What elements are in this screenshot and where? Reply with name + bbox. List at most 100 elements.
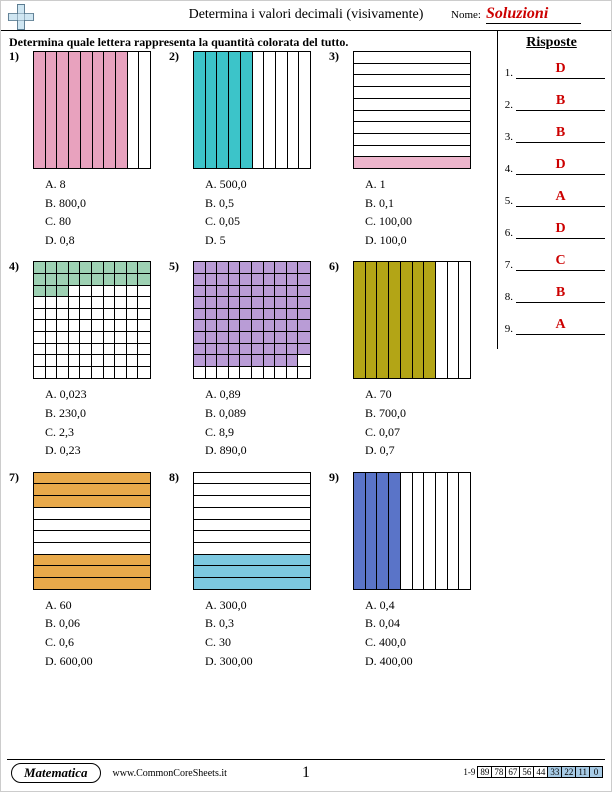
- choices: A. 0,89B. 0,089C. 8,9D. 890,0: [205, 385, 329, 459]
- choice: C. 80: [45, 212, 169, 231]
- problem: 6) A. 70B. 700,0C. 0,07D. 0,7: [329, 259, 489, 459]
- choice: C. 2,3: [45, 423, 169, 442]
- choice: D. 5: [205, 231, 329, 250]
- choice: D. 600,00: [45, 652, 169, 671]
- choices: A. 0,023B. 230,0C. 2,3D. 0,23: [45, 385, 169, 459]
- choice: B. 0,089: [205, 404, 329, 423]
- problem-number: 6): [329, 259, 339, 274]
- choice: A. 500,0: [205, 175, 329, 194]
- decimal-grid: [353, 51, 489, 169]
- site-url: www.CommonCoreSheets.it: [113, 768, 227, 779]
- choice: A. 0,4: [365, 596, 489, 615]
- decimal-grid: [353, 472, 489, 590]
- header: Determina i valori decimali (visivamente…: [1, 1, 611, 31]
- choices: A. 1B. 0,1C. 100,00D. 100,0: [365, 175, 489, 249]
- choice: A. 1: [365, 175, 489, 194]
- answer-row: 7.C: [498, 253, 605, 271]
- answer-value: D: [516, 157, 605, 175]
- choices: A. 500,0B. 0,5C. 0,05D. 5: [205, 175, 329, 249]
- grading-scale: 1-989786756443322110: [463, 766, 603, 778]
- answer-value: D: [516, 221, 605, 239]
- answer-value: B: [516, 93, 605, 111]
- decimal-grid: [33, 472, 169, 590]
- problem: 7)A. 60B. 0,06C. 0,6D. 600,00: [9, 470, 169, 670]
- choice: B. 0,04: [365, 614, 489, 633]
- choice: B. 0,1: [365, 194, 489, 213]
- answers-title: Risposte: [498, 35, 605, 51]
- choices: A. 60B. 0,06C. 0,6D. 600,00: [45, 596, 169, 670]
- choice: B. 700,0: [365, 404, 489, 423]
- choice: A. 0,89: [205, 385, 329, 404]
- page-number: 1: [302, 764, 310, 782]
- choice: C. 400,0: [365, 633, 489, 652]
- answer-row: 3.B: [498, 125, 605, 143]
- problem-number: 8): [169, 470, 179, 485]
- answers-list: 1.D2.B3.B4.D5.A6.D7.C8.B9.A: [498, 61, 605, 335]
- decimal-grid: [33, 261, 169, 379]
- decimal-grid: [353, 261, 489, 379]
- problem: 9)A. 0,4B. 0,04C. 400,0D. 400,00: [329, 470, 489, 670]
- answers-panel: Risposte 1.D2.B3.B4.D5.A6.D7.C8.B9.A: [497, 31, 605, 349]
- decimal-grid: [193, 51, 329, 169]
- name-value: Soluzioni: [486, 5, 581, 24]
- problem-row: 7)A. 60B. 0,06C. 0,6D. 600,008) A. 300,0B…: [9, 470, 489, 670]
- choice: C. 100,00: [365, 212, 489, 231]
- answer-row: 9.A: [498, 317, 605, 335]
- choice: C. 30: [205, 633, 329, 652]
- answer-number: 9.: [498, 323, 516, 335]
- problem: 4) A. 0,023B. 230,0C. 2,3D. 0,23: [9, 259, 169, 459]
- answer-value: C: [516, 253, 605, 271]
- answer-number: 3.: [498, 131, 516, 143]
- choice: B. 0,06: [45, 614, 169, 633]
- scale-box: 67: [505, 766, 520, 778]
- footer: Matematica www.CommonCoreSheets.it 1 1-9…: [7, 759, 605, 787]
- choice: A. 0,023: [45, 385, 169, 404]
- scale-box: 33: [547, 766, 562, 778]
- choices: A. 300,0B. 0,3C. 30D. 300,00: [205, 596, 329, 670]
- decimal-grid: [193, 472, 329, 590]
- scale-label: 1-9: [463, 767, 475, 777]
- worksheet-page: Determina i valori decimali (visivamente…: [0, 0, 612, 792]
- choice: B. 230,0: [45, 404, 169, 423]
- choice: D. 100,0: [365, 231, 489, 250]
- answer-row: 8.B: [498, 285, 605, 303]
- answer-row: 5.A: [498, 189, 605, 207]
- answer-value: B: [516, 285, 605, 303]
- choice: A. 60: [45, 596, 169, 615]
- choices: A. 8B. 800,0C. 80D. 0,8: [45, 175, 169, 249]
- problem-row: 1)A. 8B. 800,0C. 80D. 0,82)A. 500,0B. 0,…: [9, 49, 489, 249]
- answer-number: 8.: [498, 291, 516, 303]
- answer-number: 7.: [498, 259, 516, 271]
- decimal-grid: [33, 51, 169, 169]
- scale-box: 0: [589, 766, 603, 778]
- answer-row: 1.D: [498, 61, 605, 79]
- answer-number: 4.: [498, 163, 516, 175]
- problem: 1) A. 8B. 800,0C. 80D. 0,8: [9, 49, 169, 249]
- choices: A. 0,4B. 0,04C. 400,0D. 400,00: [365, 596, 489, 670]
- choice: D. 300,00: [205, 652, 329, 671]
- answer-number: 2.: [498, 99, 516, 111]
- choice: C. 0,07: [365, 423, 489, 442]
- answer-number: 1.: [498, 67, 516, 79]
- name-label: Nome:: [451, 9, 481, 21]
- choice: C. 8,9: [205, 423, 329, 442]
- choices: A. 70B. 700,0C. 0,07D. 0,7: [365, 385, 489, 459]
- problem-number: 1): [9, 49, 19, 64]
- scale-box: 44: [533, 766, 548, 778]
- choice: A. 70: [365, 385, 489, 404]
- problem: 5) A. 0,89B. 0,089C. 8,9D. 890,0: [169, 259, 329, 459]
- answer-value: A: [516, 189, 605, 207]
- answer-number: 6.: [498, 227, 516, 239]
- problem: 3)A. 1B. 0,1C. 100,00D. 100,0: [329, 49, 489, 249]
- problem: 8) A. 300,0B. 0,3C. 30D. 300,00: [169, 470, 329, 670]
- scale-box: 89: [477, 766, 492, 778]
- problem-number: 2): [169, 49, 179, 64]
- choice: C. 0,05: [205, 212, 329, 231]
- answer-value: A: [516, 317, 605, 335]
- problem-number: 4): [9, 259, 19, 274]
- problem-number: 5): [169, 259, 179, 274]
- problems-area: 1)A. 8B. 800,0C. 80D. 0,82)A. 500,0B. 0,…: [9, 49, 489, 680]
- choice: D. 0,23: [45, 441, 169, 460]
- choice: D. 890,0: [205, 441, 329, 460]
- choice: D. 0,7: [365, 441, 489, 460]
